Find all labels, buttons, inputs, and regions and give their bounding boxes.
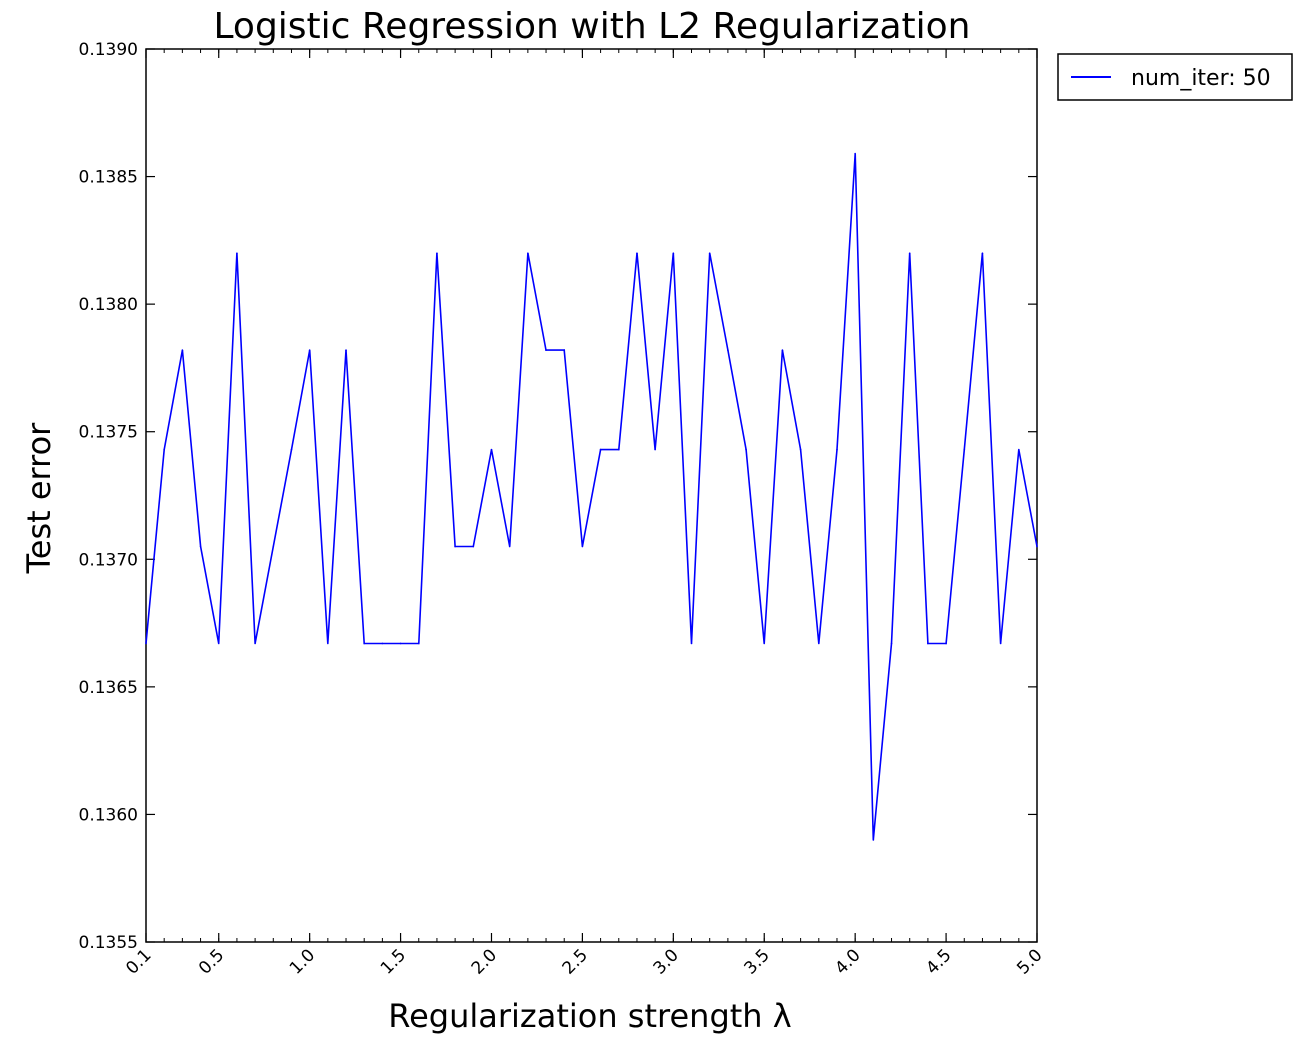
- data-point: [236, 252, 238, 254]
- data-point: [1018, 448, 1020, 451]
- data-point: [781, 349, 784, 351]
- data-point: [617, 448, 620, 451]
- data-point: [981, 252, 984, 254]
- data-point: [836, 448, 838, 451]
- data-point: [745, 448, 747, 451]
- x-tick-label: 2.0: [468, 945, 501, 978]
- data-point: [327, 642, 329, 645]
- y-tick-label: 0.1385: [79, 168, 138, 188]
- data-point: [908, 252, 911, 254]
- y-tick-label: 0.1370: [79, 550, 138, 570]
- data-point: [290, 448, 293, 451]
- x-tick-label: 1.5: [377, 945, 410, 978]
- data-point: [636, 252, 638, 254]
- y-tick-label: 0.1355: [79, 933, 138, 953]
- data-point: [163, 448, 165, 451]
- data-point: [545, 349, 547, 351]
- data-point: [1036, 545, 1038, 548]
- data-point: [727, 349, 729, 351]
- x-tick-label: 1.0: [286, 945, 319, 978]
- data-point: [872, 839, 875, 841]
- x-axis-label: Regularization strength λ: [388, 997, 791, 1035]
- y-tick-label: 0.1380: [79, 295, 138, 315]
- data-point: [199, 545, 202, 548]
- y-tick-label: 0.1365: [79, 678, 138, 698]
- data-point: [399, 642, 402, 645]
- data-point: [599, 448, 602, 451]
- data-point: [890, 642, 893, 645]
- y-tick-label: 0.1390: [79, 40, 138, 60]
- data-point: [363, 642, 366, 645]
- x-tick-label: 4.5: [922, 945, 955, 978]
- data-point: [799, 448, 802, 451]
- data-point: [490, 448, 493, 451]
- data-point: [272, 545, 275, 548]
- data-point: [672, 252, 675, 254]
- y-tick-label: 0.1375: [79, 423, 138, 443]
- x-tick-label: 3.0: [650, 945, 683, 978]
- plot-area: 0.1 0.5 1.0 1.5 2.0 2.5 3.0 3.5 4.0 4.5 5.00.13550…: [79, 40, 1047, 979]
- y-axis-label: Test error: [20, 422, 58, 575]
- y-tick-label: 0.1360: [79, 805, 138, 825]
- data-point: [381, 642, 384, 645]
- data-point: [527, 252, 529, 254]
- data-point: [690, 642, 693, 645]
- data-point: [654, 448, 656, 451]
- data-point: [581, 545, 584, 548]
- legend-label: num_iter: 50: [1131, 66, 1271, 91]
- x-tick-label: 5.0: [1013, 945, 1046, 978]
- chart-title: Logistic Regression with L2 Regularizati…: [214, 6, 971, 47]
- data-point: [308, 349, 311, 351]
- legend-box: [1057, 53, 1293, 101]
- data-point: [145, 642, 147, 645]
- plot-frame: [145, 48, 1038, 943]
- data-point: [999, 642, 1002, 645]
- data-point: [454, 545, 456, 548]
- data-point: [763, 642, 766, 645]
- data-point: [963, 448, 966, 451]
- x-tick-label: 0.5: [195, 945, 228, 978]
- data-point: [436, 252, 438, 254]
- data-point: [181, 349, 184, 351]
- data-point: [508, 545, 511, 548]
- x-tick-label: 4.0: [831, 945, 864, 978]
- data-point: [563, 349, 566, 351]
- data-point: [854, 152, 856, 155]
- data-point: [254, 642, 256, 645]
- data-point: [817, 642, 820, 645]
- x-tick-label: 2.5: [559, 945, 592, 978]
- series-line: [145, 153, 1038, 840]
- data-point: [217, 642, 220, 645]
- data-point: [345, 349, 347, 351]
- legend: num_iter: 50: [1057, 53, 1293, 101]
- data-point: [927, 642, 929, 645]
- data-point: [417, 642, 420, 645]
- data-point: [708, 252, 711, 254]
- data-point: [945, 642, 947, 645]
- data-point: [472, 545, 475, 548]
- x-tick-label: 3.5: [741, 945, 774, 978]
